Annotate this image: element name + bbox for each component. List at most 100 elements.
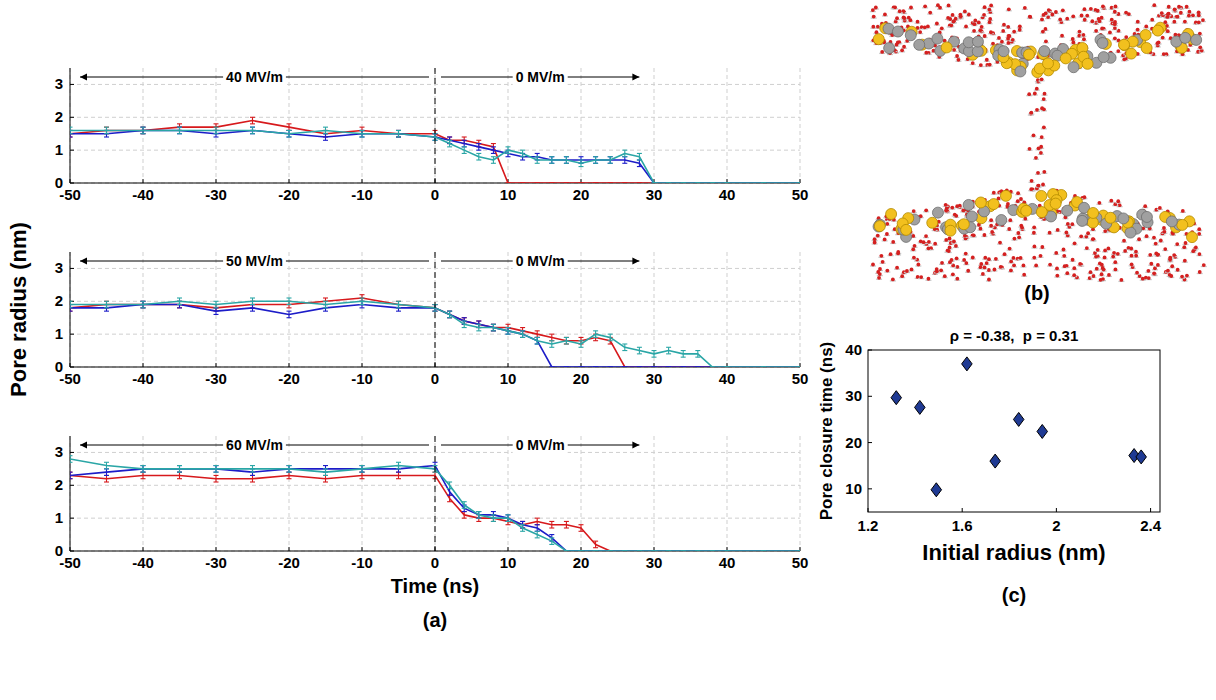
error-bar-cap — [579, 182, 584, 183]
error-bar-cap — [666, 182, 671, 183]
error-bar-cap — [323, 127, 328, 128]
error-bar-cap — [535, 163, 540, 164]
figure: (b)-50-40-30-20-1001020304050012340 MV/m… — [0, 0, 1216, 700]
error-bar — [549, 157, 554, 164]
water-oxygen — [879, 254, 883, 258]
error-bar-stem — [179, 127, 180, 134]
water-oxygen — [871, 25, 875, 29]
water-oxygen — [1042, 97, 1046, 101]
water-oxygen — [1179, 11, 1183, 15]
water-oxygen — [1012, 263, 1016, 267]
water-oxygen — [923, 25, 927, 29]
x-tick-label: 50 — [792, 186, 809, 203]
water-oxygen — [1180, 275, 1184, 279]
water-oxygen — [947, 4, 951, 8]
water-oxygen — [916, 20, 920, 24]
error-bar-cap — [520, 159, 525, 160]
water-oxygen — [1168, 257, 1172, 261]
water-oxygen — [954, 244, 958, 248]
water-oxygen — [988, 63, 992, 67]
water-oxygen — [1183, 20, 1187, 24]
water-oxygen — [1160, 11, 1164, 15]
water-oxygen — [947, 249, 951, 253]
error-bar-cap — [141, 127, 146, 128]
lipid-choline — [932, 33, 943, 44]
grid-line — [70, 68, 71, 183]
water-oxygen — [1060, 34, 1064, 38]
error-bar-cap — [622, 163, 627, 164]
water-oxygen — [1054, 251, 1058, 255]
error-bar-cap — [141, 133, 146, 134]
lipid-choline — [905, 30, 916, 41]
error-bar-stem — [398, 130, 399, 137]
water-oxygen — [1181, 209, 1185, 213]
error-bar-cap — [491, 156, 496, 157]
water-oxygen — [951, 13, 955, 17]
lipid-choline — [972, 36, 983, 47]
lipid-phosphate — [1141, 43, 1152, 54]
error-bar-stem — [551, 157, 552, 164]
water-oxygen — [1156, 41, 1160, 45]
error-bar-cap — [396, 136, 401, 137]
error-bar-stem — [537, 157, 538, 164]
error-bar — [491, 157, 496, 164]
water-oxygen — [1159, 239, 1163, 243]
water-oxygen — [927, 240, 931, 244]
error-bar — [725, 182, 730, 183]
water-oxygen — [1055, 274, 1059, 278]
water-oxygen — [1124, 35, 1128, 39]
water-oxygen — [935, 269, 939, 273]
error-bar-cap — [177, 133, 182, 134]
water-oxygen — [939, 268, 943, 272]
error-bar-cap — [798, 182, 801, 183]
water-oxygen — [1027, 92, 1031, 96]
water-oxygen — [1048, 263, 1052, 267]
error-bar-cap — [579, 159, 584, 160]
water-oxygen — [1092, 274, 1096, 278]
water-oxygen — [1127, 12, 1131, 16]
water-oxygen — [997, 36, 1001, 40]
error-bar — [462, 140, 467, 147]
error-bar-cap — [506, 153, 511, 154]
water-oxygen — [973, 22, 977, 26]
error-bar — [622, 150, 627, 157]
water-oxygen — [933, 242, 937, 246]
water-oxygen — [1156, 253, 1160, 257]
water-oxygen — [919, 275, 923, 279]
water-oxygen — [1152, 3, 1156, 7]
lipid-choline — [1039, 46, 1050, 57]
water-oxygen — [1001, 29, 1005, 33]
lipid-phosphate — [1021, 205, 1032, 216]
water-oxygen — [1122, 239, 1126, 243]
error-bar-cap — [214, 123, 219, 124]
error-bar-stem — [580, 160, 581, 167]
error-bar-cap — [593, 182, 598, 183]
error-bar — [476, 153, 481, 160]
error-bar — [666, 182, 671, 183]
lipid-choline — [1180, 32, 1191, 43]
water-oxygen — [1062, 248, 1066, 252]
error-bar-cap — [177, 127, 182, 128]
water-oxygen — [1197, 232, 1201, 236]
water-oxygen — [955, 54, 959, 58]
water-oxygen — [912, 256, 916, 260]
error-bar-stem — [106, 127, 107, 134]
water-oxygen — [1096, 248, 1100, 252]
error-bar-cap — [564, 182, 569, 183]
water-oxygen — [1198, 252, 1202, 256]
error-bar-stem — [288, 130, 289, 137]
water-oxygen — [1065, 271, 1069, 275]
water-oxygen — [999, 265, 1003, 269]
x-tick-label: -30 — [205, 186, 227, 203]
error-bar-cap — [250, 127, 255, 128]
water-oxygen — [1177, 5, 1181, 9]
error-bar-stem — [70, 127, 71, 134]
error-bar-cap — [725, 182, 730, 183]
water-oxygen — [1173, 7, 1177, 11]
water-oxygen — [1107, 247, 1111, 251]
water-oxygen — [1170, 264, 1174, 268]
water-oxygen — [923, 4, 927, 8]
water-oxygen — [1185, 5, 1189, 9]
water-oxygen — [1130, 262, 1134, 266]
water-oxygen — [1011, 38, 1015, 42]
